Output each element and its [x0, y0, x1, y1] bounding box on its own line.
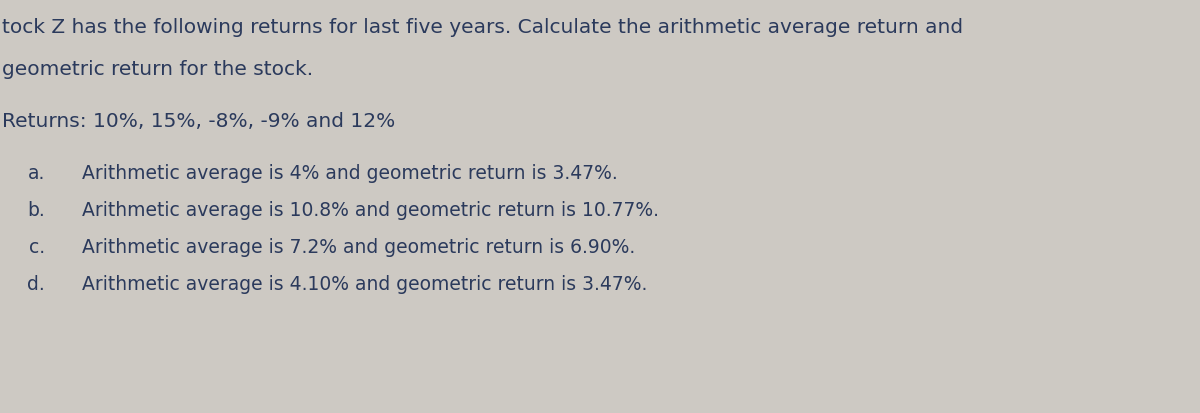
Text: c.: c.	[29, 238, 46, 257]
Text: d.: d.	[28, 275, 46, 294]
Text: geometric return for the stock.: geometric return for the stock.	[2, 60, 313, 79]
Text: Returns: 10%, 15%, -8%, -9% and 12%: Returns: 10%, 15%, -8%, -9% and 12%	[2, 112, 395, 131]
Text: Arithmetic average is 7.2% and geometric return is 6.90%.: Arithmetic average is 7.2% and geometric…	[82, 238, 635, 257]
Text: Arithmetic average is 10.8% and geometric return is 10.77%.: Arithmetic average is 10.8% and geometri…	[82, 201, 659, 220]
Text: tock Z has the following returns for last five years. Calculate the arithmetic a: tock Z has the following returns for las…	[2, 18, 964, 37]
Text: a.: a.	[28, 164, 46, 183]
Text: Arithmetic average is 4% and geometric return is 3.47%.: Arithmetic average is 4% and geometric r…	[82, 164, 618, 183]
Text: b.: b.	[28, 201, 46, 220]
Text: Arithmetic average is 4.10% and geometric return is 3.47%.: Arithmetic average is 4.10% and geometri…	[82, 275, 647, 294]
